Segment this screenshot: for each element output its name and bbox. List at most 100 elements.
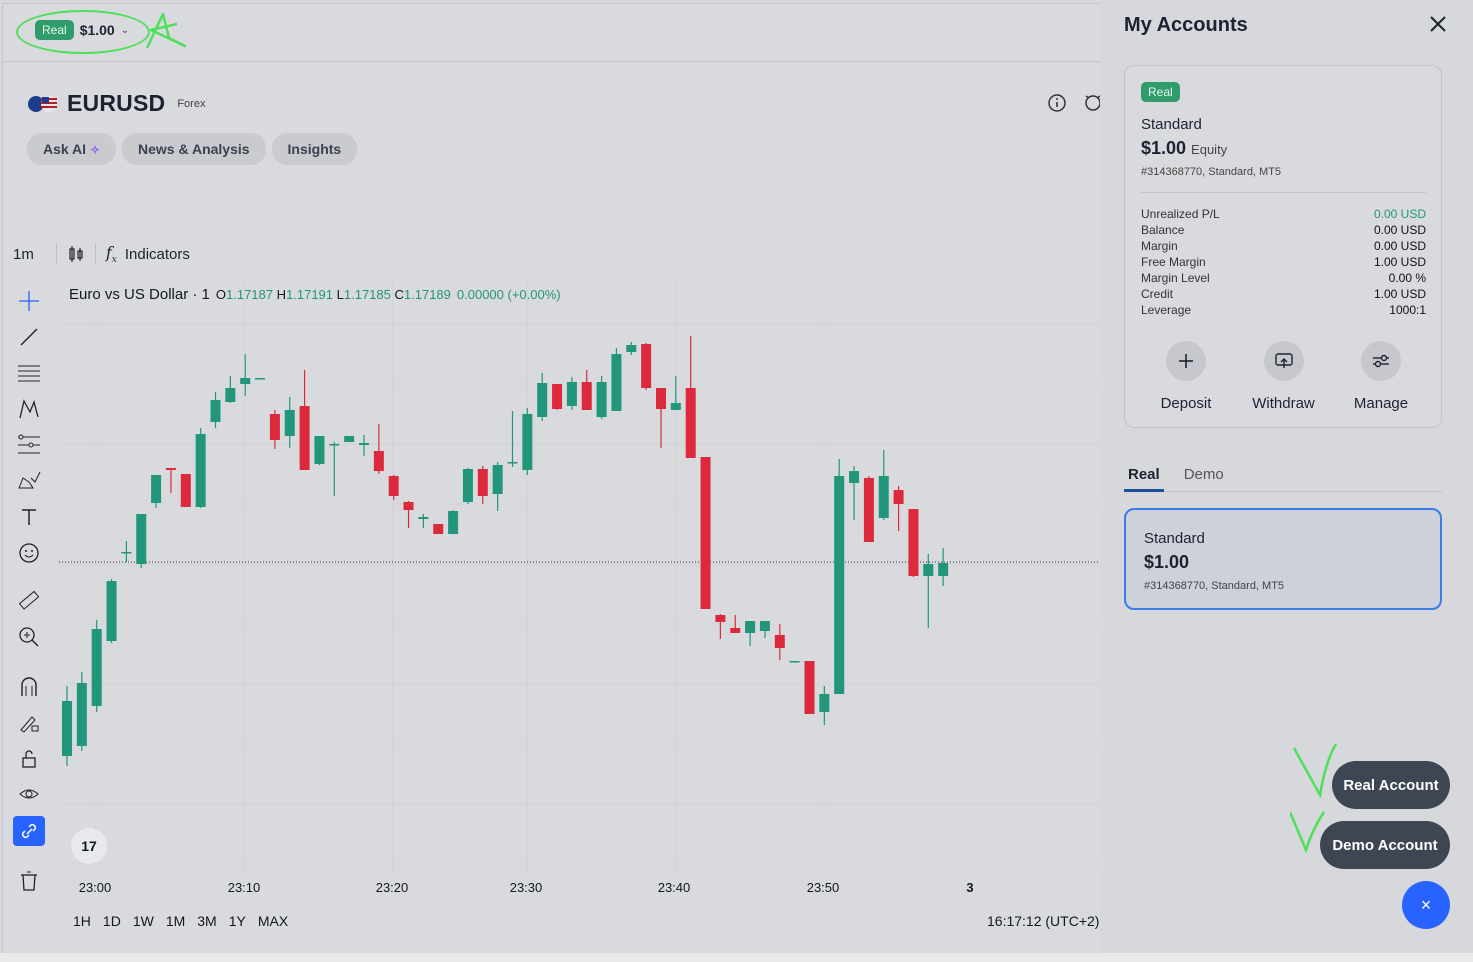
candle-body xyxy=(299,406,310,470)
close-label: C xyxy=(394,287,404,302)
candle xyxy=(878,450,889,520)
candle xyxy=(106,579,117,643)
candle xyxy=(715,614,726,639)
candle-body xyxy=(314,436,325,464)
candle-body xyxy=(210,400,221,422)
indicators-label: Indicators xyxy=(124,245,190,263)
candle xyxy=(240,354,251,396)
ruler-icon[interactable] xyxy=(13,586,45,616)
stat-row: Credit 1.00 USD xyxy=(1141,286,1426,302)
candle-body xyxy=(62,701,72,756)
info-icon[interactable] xyxy=(1047,93,1067,113)
candle-body xyxy=(91,629,102,706)
candle xyxy=(76,672,87,751)
candle xyxy=(388,475,399,500)
candle xyxy=(581,370,592,410)
candlestick-chart[interactable] xyxy=(59,276,1101,872)
close-fab-button[interactable]: × xyxy=(1402,881,1450,929)
stat-value: 0.00 % xyxy=(1388,271,1426,285)
candle-body xyxy=(269,414,280,440)
manage-button[interactable]: Manage xyxy=(1336,341,1426,412)
candle-body xyxy=(566,382,577,406)
timeframe-selector[interactable]: 1m xyxy=(13,245,34,263)
symbol-tabs: Ask AI ✧ News & Analysis Insights xyxy=(27,133,358,165)
range-1m[interactable]: 1M xyxy=(165,913,186,929)
stat-label: Margin Level xyxy=(1141,271,1210,285)
withdraw-button[interactable]: Withdraw xyxy=(1239,341,1329,412)
candle-body xyxy=(581,382,592,410)
range-selector: 1H 1D 1W 1M 3M 1Y MAX xyxy=(73,913,288,929)
selected-account-card[interactable]: Standard $1.00 #314368770, Standard, MT5 xyxy=(1124,508,1442,610)
range-1d[interactable]: 1D xyxy=(102,913,121,929)
tab-real[interactable]: Real xyxy=(1124,466,1164,492)
candle-body xyxy=(180,474,191,507)
candle xyxy=(507,411,518,467)
close-icon[interactable] xyxy=(1427,13,1449,35)
fib-icon[interactable] xyxy=(13,430,45,460)
demo-account-button[interactable]: Demo Account xyxy=(1320,821,1450,869)
chart-legend: Euro vs US Dollar · 1 O1.17187 H1.17191 … xyxy=(69,286,561,303)
deposit-button[interactable]: Deposit xyxy=(1141,341,1231,412)
candle-body xyxy=(165,468,176,470)
emoji-icon[interactable] xyxy=(13,538,45,568)
lock-icon[interactable] xyxy=(13,744,45,774)
range-1w[interactable]: 1W xyxy=(132,913,154,929)
stat-row: Unrealized P/L 0.00 USD xyxy=(1141,206,1426,222)
tab-demo[interactable]: Demo xyxy=(1183,466,1224,483)
candle-body xyxy=(136,514,147,564)
eye-icon[interactable] xyxy=(13,780,45,810)
chart-clock[interactable]: 16:17:12 (UTC+2) xyxy=(987,913,1100,929)
circle-annotation xyxy=(16,10,150,54)
x-tick-label: 23:00 xyxy=(78,880,112,895)
candle xyxy=(685,336,696,458)
candle-body xyxy=(477,469,488,496)
text-icon[interactable] xyxy=(13,502,45,532)
horizontal-lines-icon[interactable] xyxy=(13,358,45,388)
high-label: H xyxy=(276,287,287,302)
legend-title: Euro vs US Dollar · 1 xyxy=(69,286,210,303)
zoom-in-icon[interactable] xyxy=(13,622,45,652)
stat-label: Credit xyxy=(1141,287,1174,301)
pencil-lock-icon[interactable] xyxy=(13,708,45,738)
range-1y[interactable]: 1Y xyxy=(228,913,246,929)
candle-body xyxy=(685,388,696,458)
symbol-header: EURUSD Forex xyxy=(27,90,205,117)
selected-account-number: #314368770, Standard, MT5 xyxy=(1144,580,1285,592)
trend-line-icon[interactable] xyxy=(13,322,45,352)
trash-icon[interactable] xyxy=(13,866,45,896)
candle xyxy=(626,342,637,355)
card-account-type: Standard xyxy=(1141,116,1202,133)
tab-news-analysis[interactable]: News & Analysis xyxy=(122,133,266,165)
stat-label: Leverage xyxy=(1141,303,1192,317)
stat-value: 0.00 USD xyxy=(1373,223,1426,237)
magnet-icon[interactable] xyxy=(13,672,45,702)
panel-title: My Accounts xyxy=(1124,14,1248,36)
deposit-label: Deposit xyxy=(1160,395,1212,412)
range-1h[interactable]: 1H xyxy=(73,913,91,929)
symbol-type: Forex xyxy=(177,97,206,110)
chart-panel: Real $1.00 ⌄ EURUSD Forex xyxy=(2,3,1101,953)
candle xyxy=(418,514,429,528)
range-max[interactable]: MAX xyxy=(257,913,289,929)
candle xyxy=(329,442,340,496)
brush-icon[interactable] xyxy=(13,466,45,496)
tradingview-logo[interactable]: 17 xyxy=(71,828,107,864)
range-3m[interactable]: 3M xyxy=(197,913,217,929)
stat-row: Leverage 1000:1 xyxy=(1141,302,1426,318)
tab-ask-ai[interactable]: Ask AI ✧ xyxy=(27,133,117,165)
candle-body xyxy=(715,615,726,622)
candle xyxy=(195,428,206,508)
real-account-button[interactable]: Real Account xyxy=(1332,761,1450,809)
indicators-button[interactable]: fx Indicators xyxy=(106,243,190,265)
pattern-icon[interactable] xyxy=(13,394,45,424)
tab-insights[interactable]: Insights xyxy=(271,133,358,165)
link-icon[interactable] xyxy=(13,816,45,846)
top-bar: Real $1.00 ⌄ xyxy=(3,4,1101,62)
candle-body xyxy=(656,388,666,409)
candle-body xyxy=(403,502,414,510)
candle xyxy=(908,509,919,577)
candle-body xyxy=(195,434,206,507)
crosshair-icon[interactable] xyxy=(13,286,45,316)
candle-type-icon[interactable] xyxy=(67,244,85,264)
